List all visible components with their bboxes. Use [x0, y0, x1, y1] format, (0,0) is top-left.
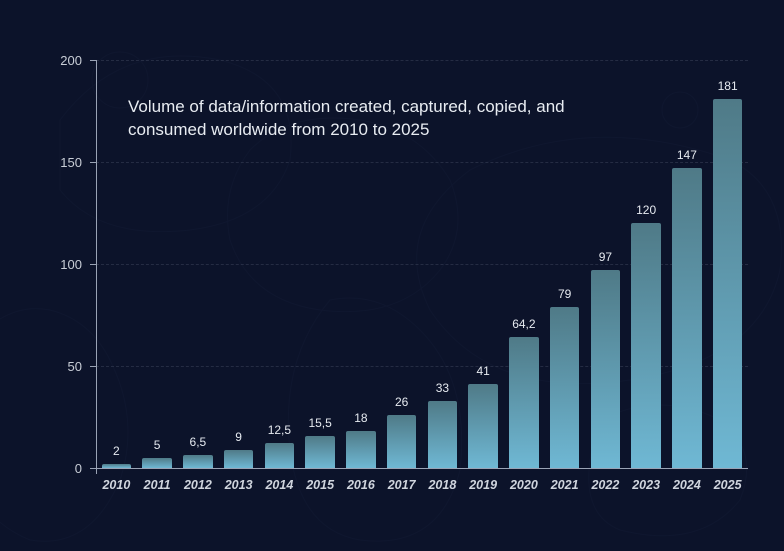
bar-value-label: 26 [395, 395, 408, 409]
bar-value-label: 9 [235, 430, 242, 444]
bar-value-label: 120 [636, 203, 656, 217]
x-tick-label: 2016 [347, 478, 375, 492]
bar [509, 337, 538, 468]
x-tick-label: 2022 [591, 478, 619, 492]
bar-slot: 262017 [381, 395, 422, 468]
bar-value-label: 2 [113, 444, 120, 458]
y-tick-label: 200 [0, 53, 82, 68]
bar-value-label: 147 [677, 148, 697, 162]
bar-value-label: 5 [154, 438, 161, 452]
x-tick-label: 2021 [551, 478, 579, 492]
x-axis [90, 468, 748, 469]
chart-title: Volume of data/information created, capt… [128, 96, 608, 142]
x-tick-label: 2018 [428, 478, 456, 492]
bar [142, 458, 171, 468]
bar-value-label: 15,5 [308, 416, 331, 430]
bar [550, 307, 579, 468]
bar [224, 450, 253, 468]
bar-slot: 6,52012 [178, 435, 219, 468]
bar-value-label: 64,2 [512, 317, 535, 331]
bar-slot: 52011 [137, 438, 178, 468]
x-tick-label: 2019 [469, 478, 497, 492]
bar-slot: 22010 [96, 444, 137, 468]
x-tick-label: 2020 [510, 478, 538, 492]
y-tick-label: 0 [0, 461, 82, 476]
x-tick-label: 2013 [225, 478, 253, 492]
x-tick-label: 2023 [632, 478, 660, 492]
x-tick-label: 2014 [265, 478, 293, 492]
bar-slot: 64,22020 [504, 317, 545, 468]
bar-slot: 15,52015 [300, 416, 341, 468]
bar-value-label: 79 [558, 287, 571, 301]
bar-value-label: 41 [476, 364, 489, 378]
bar [265, 443, 294, 469]
x-tick-label: 2010 [102, 478, 130, 492]
bar-slot: 972022 [585, 250, 626, 468]
y-tick-label: 150 [0, 155, 82, 170]
bar [428, 401, 457, 468]
bar-slot: 182016 [341, 411, 382, 468]
bar-value-label: 6,5 [190, 435, 207, 449]
bar-slot: 792021 [544, 287, 585, 468]
bar [713, 99, 742, 468]
x-tick-label: 2025 [714, 478, 742, 492]
bar-slot: 1202023 [626, 203, 667, 468]
bar [468, 384, 497, 468]
bar-value-label: 97 [599, 250, 612, 264]
x-tick-label: 2011 [144, 478, 171, 492]
bar-slot: 332018 [422, 381, 463, 468]
x-tick-label: 2017 [388, 478, 416, 492]
bar-value-label: 181 [718, 79, 738, 93]
bar-slot: 12,52014 [259, 423, 300, 469]
bar [346, 431, 375, 468]
y-tick-label: 100 [0, 257, 82, 272]
chart: 050100150200 22010520116,520129201312,52… [0, 0, 784, 551]
x-tick-label: 2012 [184, 478, 212, 492]
bar-value-label: 12,5 [268, 423, 291, 437]
bar [591, 270, 620, 468]
y-tick-label: 50 [0, 359, 82, 374]
bar [183, 455, 212, 468]
bar-slot: 1472024 [667, 148, 708, 468]
bar [631, 223, 660, 468]
bar [387, 415, 416, 468]
x-tick-label: 2015 [306, 478, 334, 492]
x-tick-label: 2024 [673, 478, 701, 492]
bar [102, 464, 131, 468]
bar-value-label: 33 [436, 381, 449, 395]
bar [305, 436, 334, 468]
bar-slot: 1812025 [707, 79, 748, 468]
bar [672, 168, 701, 468]
bar-slot: 92013 [218, 430, 259, 468]
bar-slot: 412019 [463, 364, 504, 468]
bar-value-label: 18 [354, 411, 367, 425]
